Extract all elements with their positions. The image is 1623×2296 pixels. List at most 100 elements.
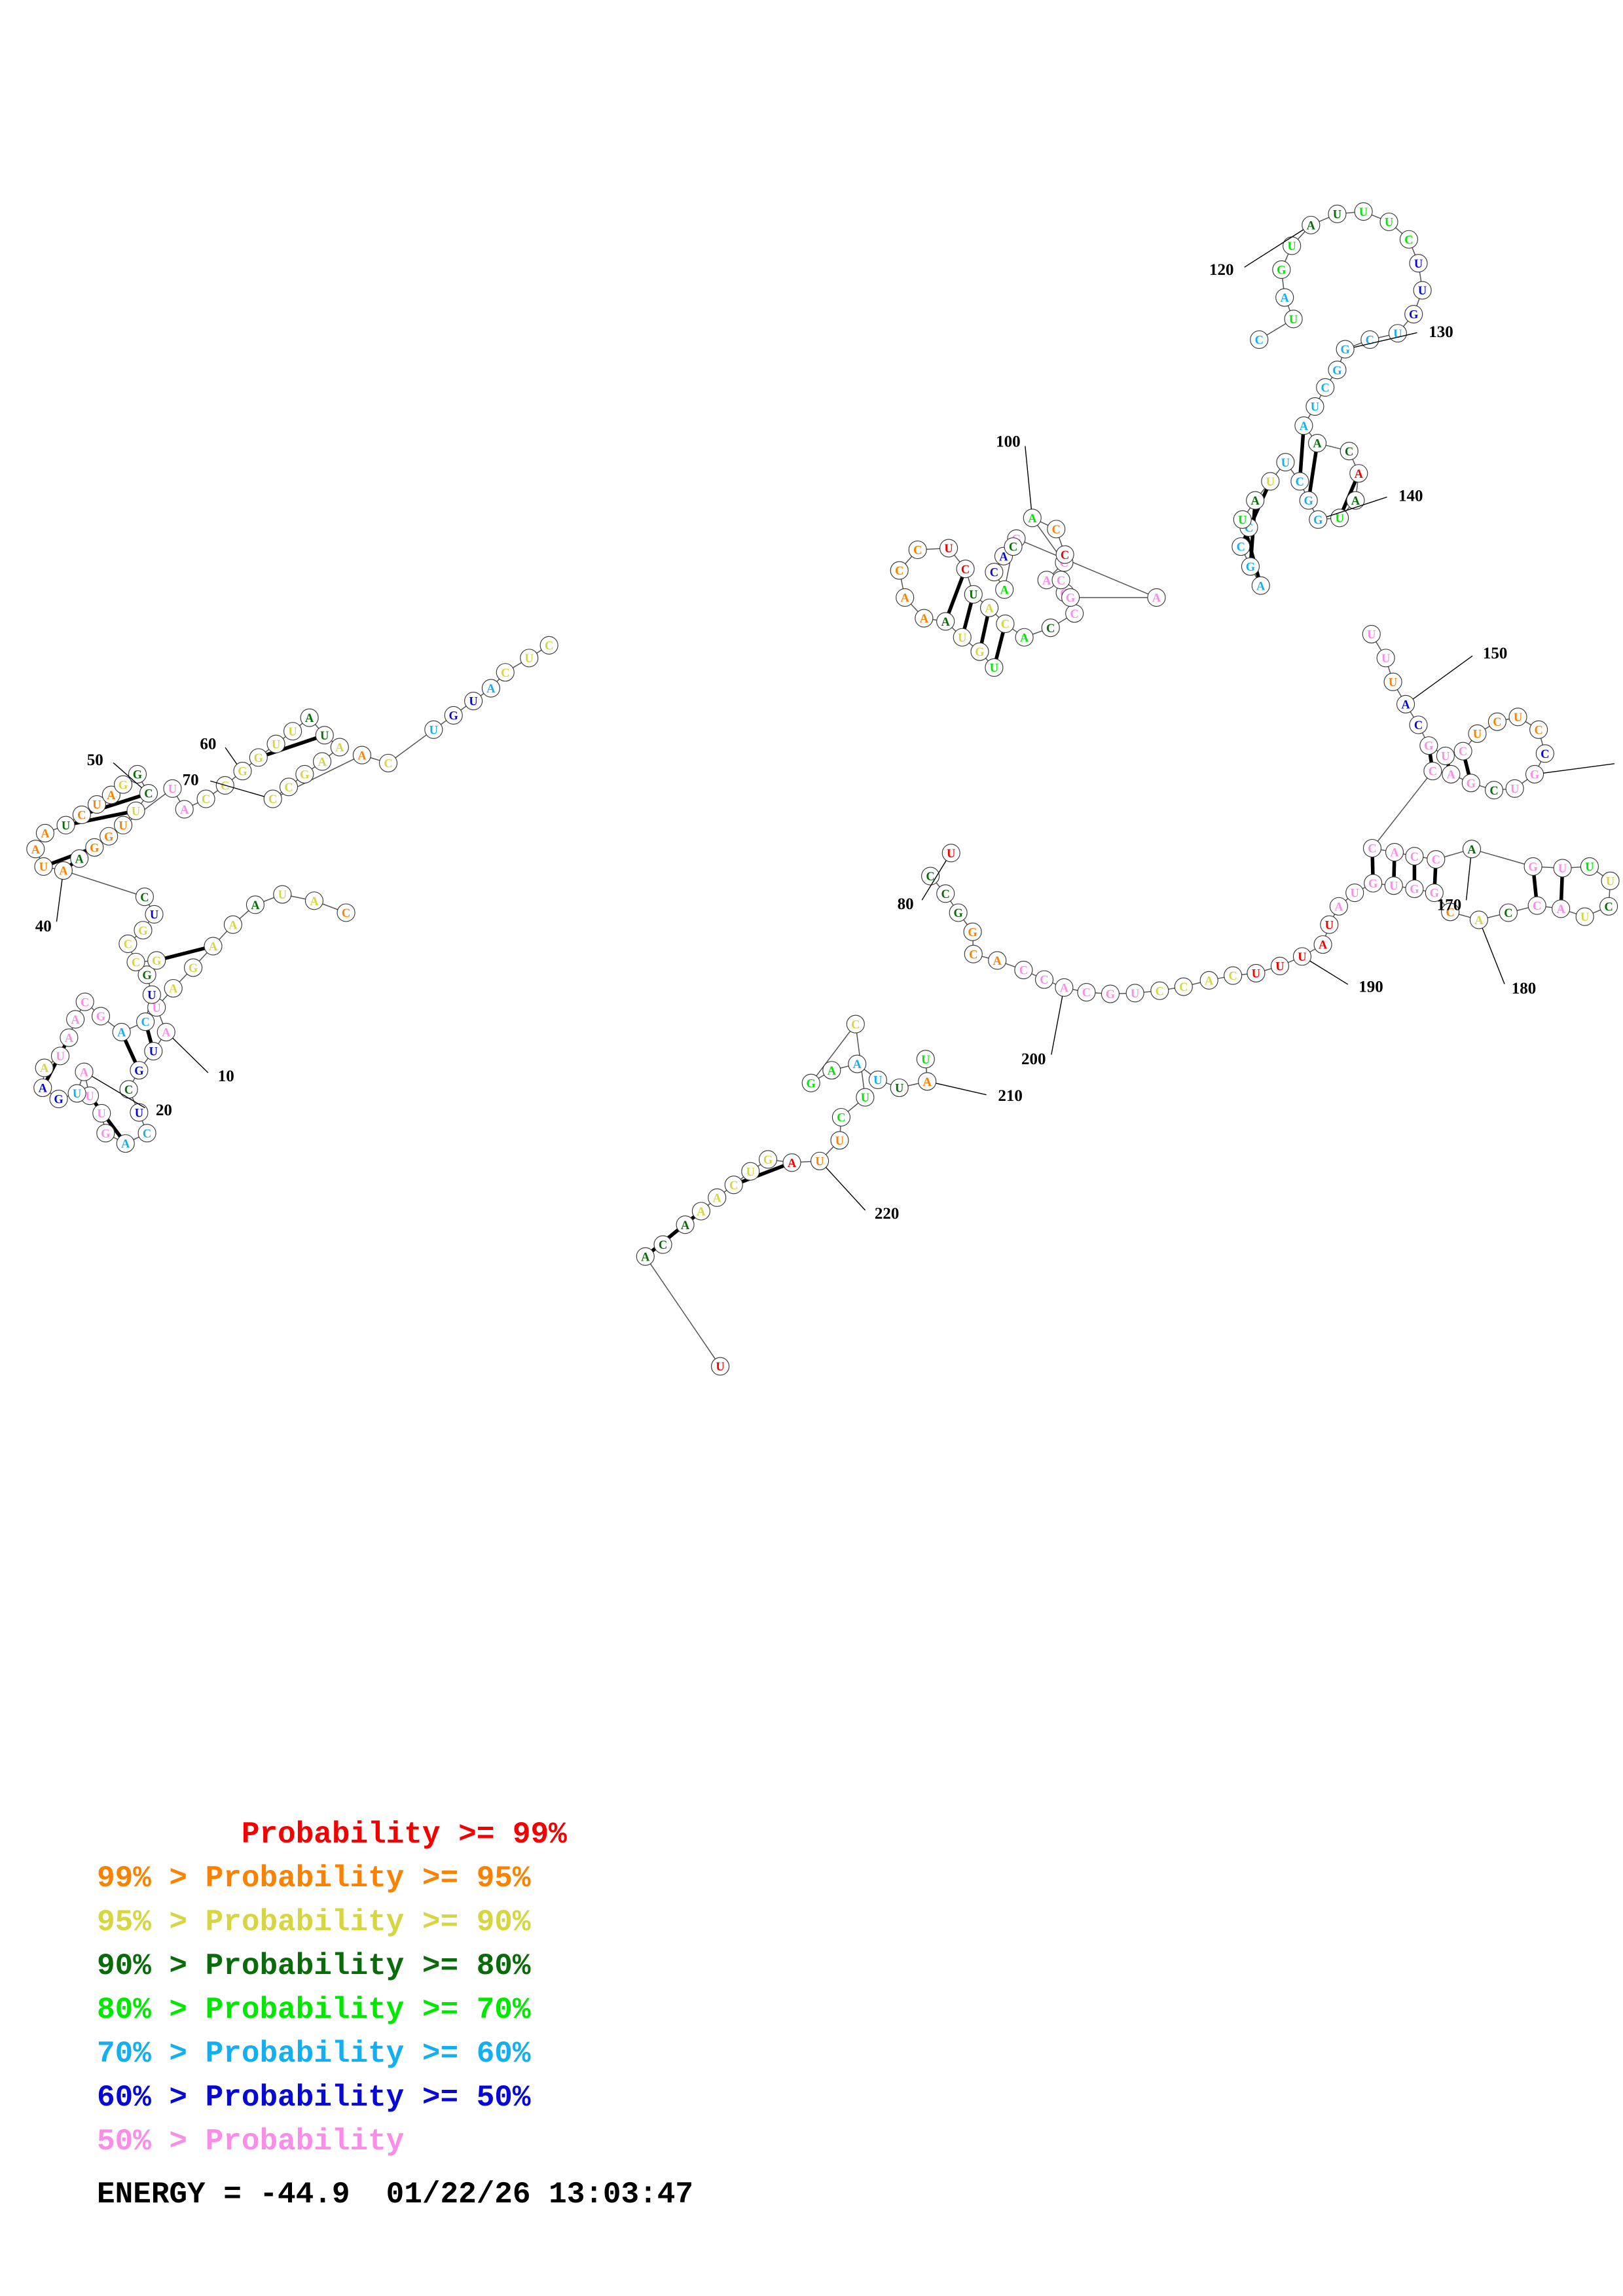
- base-node: U: [1320, 915, 1339, 934]
- base-node: C: [1499, 903, 1518, 922]
- svg-text:U: U: [1393, 328, 1402, 341]
- svg-text:A: A: [318, 756, 327, 769]
- svg-text:A: A: [107, 789, 116, 802]
- base-node: C: [1527, 896, 1546, 915]
- svg-text:U: U: [272, 738, 280, 751]
- svg-text:G: G: [1530, 769, 1539, 782]
- svg-text:C: C: [990, 567, 998, 580]
- base-node: C: [1529, 720, 1548, 739]
- base-node: A: [481, 679, 500, 698]
- base-node: C: [75, 992, 94, 1011]
- base-node: C: [136, 1013, 155, 1031]
- base-node: C: [846, 1014, 865, 1033]
- svg-text:U: U: [1287, 240, 1296, 253]
- svg-text:U: U: [1385, 217, 1393, 230]
- svg-text:G: G: [119, 779, 128, 792]
- base-node: U: [1305, 397, 1324, 416]
- base-node: U: [1413, 281, 1432, 300]
- svg-text:A: A: [985, 602, 994, 615]
- svg-text:C: C: [144, 788, 153, 801]
- svg-text:C: C: [384, 757, 392, 770]
- base-node: U: [266, 734, 285, 753]
- base-node: U: [1125, 984, 1144, 1003]
- svg-text:U: U: [73, 1088, 81, 1101]
- base-node: U: [114, 816, 133, 834]
- base-node: G: [130, 1061, 149, 1080]
- base-node: U: [1468, 724, 1487, 743]
- svg-text:C: C: [913, 545, 922, 558]
- base-node: C: [1041, 619, 1060, 637]
- base-node: U: [1409, 254, 1428, 273]
- svg-text:A: A: [1281, 292, 1290, 305]
- svg-text:G: G: [142, 969, 151, 982]
- base-node: U: [424, 720, 443, 739]
- base-node: U: [145, 905, 164, 924]
- base-node: A: [112, 1022, 131, 1041]
- svg-text:U: U: [1389, 880, 1398, 893]
- svg-text:G: G: [807, 1077, 816, 1090]
- base-node: A: [101, 785, 120, 804]
- svg-text:U: U: [98, 1108, 106, 1121]
- base-node: A: [1462, 840, 1482, 859]
- svg-text:U: U: [320, 730, 329, 743]
- svg-text:U: U: [132, 805, 140, 818]
- svg-text:G: G: [1409, 309, 1418, 322]
- svg-text:G: G: [238, 766, 247, 779]
- base-node: G: [970, 642, 989, 661]
- svg-text:A: A: [169, 983, 178, 996]
- base-node: U: [964, 585, 983, 604]
- base-node: A: [1251, 576, 1270, 595]
- base-node: A: [156, 1022, 175, 1041]
- base-node: U: [1376, 649, 1395, 668]
- legend-row-60: 70% > Probability >= 60%: [97, 2037, 531, 2071]
- svg-text:G: G: [1410, 884, 1419, 897]
- svg-text:C: C: [1237, 541, 1245, 554]
- svg-text:A: A: [1300, 420, 1309, 433]
- svg-text:G: G: [449, 710, 458, 723]
- svg-text:C: C: [1446, 906, 1454, 920]
- svg-text:U: U: [39, 861, 48, 874]
- svg-text:U: U: [147, 989, 156, 1002]
- svg-text:G: G: [975, 646, 984, 659]
- base-node: C: [119, 934, 137, 953]
- svg-text:A: A: [1251, 495, 1260, 508]
- svg-text:U: U: [1298, 951, 1306, 964]
- svg-text:U: U: [469, 696, 477, 709]
- base-node: U: [1354, 202, 1373, 221]
- position-label: 170: [1437, 896, 1462, 914]
- svg-text:A: A: [1307, 219, 1316, 232]
- base-node: A: [1246, 491, 1265, 510]
- base-node: G: [100, 827, 119, 846]
- base-node: U: [1379, 212, 1398, 232]
- base-node: A: [313, 752, 332, 771]
- svg-text:C: C: [1009, 541, 1017, 554]
- svg-text:A: A: [1351, 495, 1360, 508]
- svg-text:A: A: [1319, 939, 1328, 952]
- base-node: A: [223, 915, 242, 934]
- svg-text:C: C: [1052, 524, 1061, 537]
- svg-text:C: C: [124, 939, 132, 952]
- base-node: A: [980, 598, 999, 617]
- base-node: U: [142, 985, 161, 1004]
- svg-text:C: C: [969, 948, 977, 961]
- svg-text:A: A: [941, 616, 951, 629]
- base-node: C: [1316, 378, 1335, 397]
- svg-text:A: A: [901, 592, 910, 605]
- base-node: G: [1425, 884, 1444, 903]
- svg-text:G: G: [1424, 740, 1433, 753]
- position-label: 150: [1483, 645, 1508, 662]
- base-nodes: CAUAAAGAUAUGCUCAGUUAUGAAUAACGACUGGCCGUCA…: [26, 202, 1620, 1376]
- svg-text:A: A: [486, 683, 496, 696]
- svg-text:A: A: [1467, 844, 1476, 857]
- svg-text:C: C: [1493, 716, 1501, 729]
- svg-text:A: A: [788, 1157, 797, 1170]
- svg-text:G: G: [189, 962, 198, 975]
- base-node: G: [1419, 736, 1438, 755]
- base-node: U: [464, 691, 483, 711]
- svg-text:U: U: [746, 1166, 755, 1179]
- base-node: U: [953, 628, 972, 647]
- svg-text:U: U: [85, 1090, 94, 1103]
- base-node: U: [1284, 310, 1303, 329]
- svg-text:A: A: [853, 1058, 862, 1071]
- position-label: 210: [998, 1087, 1023, 1105]
